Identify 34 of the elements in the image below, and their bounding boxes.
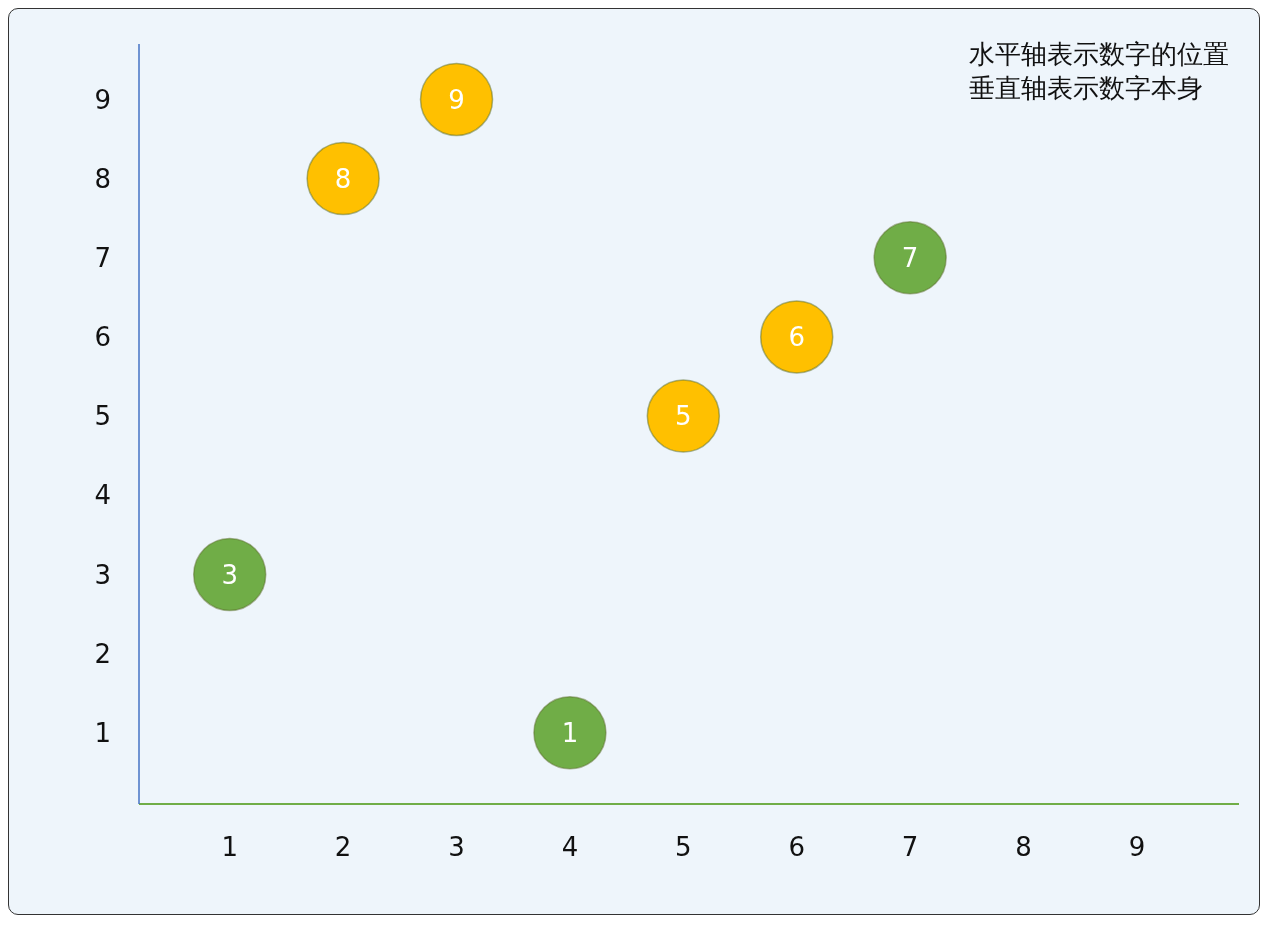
point	[192, 537, 267, 612]
annotation: 垂直轴表示数字本身	[969, 72, 1204, 105]
data-label: 1	[561, 717, 579, 748]
point	[646, 379, 721, 453]
x-tick-label: 5	[675, 832, 692, 863]
x-tick-label: 8	[1015, 832, 1032, 863]
y-tick-label: 8	[94, 163, 111, 194]
point	[759, 300, 834, 374]
y-tick-label: 6	[94, 322, 111, 353]
x-tick-label: 2	[334, 832, 352, 863]
y-tick-label: 3	[94, 559, 111, 590]
x-tick-label: 4	[561, 832, 579, 863]
data-label: 9	[448, 84, 465, 115]
data-label: 5	[675, 401, 692, 432]
x-tick-label: 7	[901, 832, 919, 863]
y-tick-label: 9	[94, 84, 111, 115]
annotation: 水平轴表示数字的位置	[969, 38, 1229, 71]
y-tick-label: 5	[94, 401, 111, 432]
x-tick-label: 6	[788, 832, 806, 863]
point	[306, 141, 380, 216]
data-label: 3	[221, 559, 238, 590]
x-tick-label: 1	[221, 832, 238, 863]
y-tick-label: 2	[94, 638, 111, 669]
y-tick-label: 7	[94, 242, 111, 273]
x-tick-label: 3	[448, 832, 465, 863]
point	[533, 696, 607, 770]
point	[873, 221, 947, 295]
data-label: 7	[901, 242, 919, 273]
y-tick-label: 4	[94, 480, 111, 511]
point	[419, 62, 494, 137]
y-tick-label: 1	[94, 717, 111, 748]
data-label: 8	[334, 163, 352, 194]
data-label: 6	[788, 322, 806, 353]
x-tick-label: 9	[1128, 832, 1146, 863]
